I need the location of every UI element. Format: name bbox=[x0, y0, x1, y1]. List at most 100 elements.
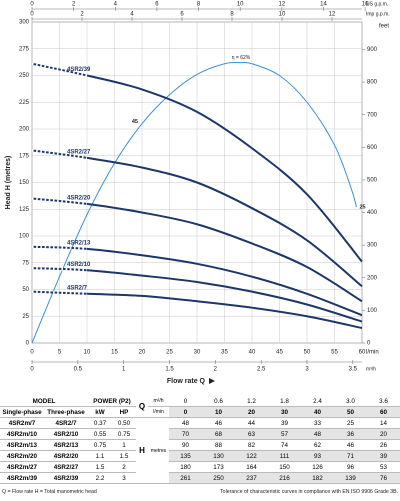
table-cell: 126 bbox=[301, 461, 334, 473]
table-cell: 20 bbox=[367, 428, 400, 440]
imp-gpm-tick-label: 0 bbox=[30, 12, 34, 18]
table-cell: 0 bbox=[169, 406, 202, 418]
table-cell: 36 bbox=[334, 428, 367, 440]
pump-curve bbox=[31, 197, 363, 303]
table-cell: 3.0 bbox=[334, 396, 367, 407]
table-cell: 130 bbox=[202, 450, 235, 462]
table-cell: Single-phase bbox=[0, 406, 44, 418]
table-cell: 70 bbox=[169, 428, 202, 440]
x-tick-label: 15 bbox=[111, 350, 118, 356]
x-tick-label: 0 bbox=[30, 350, 34, 356]
table-cell: 4SR2m/39 bbox=[0, 472, 44, 484]
dash-gap bbox=[31, 245, 88, 251]
pump-curve bbox=[31, 62, 363, 263]
table-cell: 10 bbox=[202, 406, 235, 418]
table-row: 4SR2m/13 4SR2/13 0.75 1 90 88 82 74 62 46 26 bbox=[0, 439, 400, 451]
table-cell: 68 bbox=[202, 428, 235, 440]
dash-gap bbox=[31, 197, 88, 206]
table-cell: 46 bbox=[334, 439, 367, 451]
curve-label: 4SR2/7 bbox=[67, 285, 88, 291]
table-cell: 139 bbox=[334, 472, 367, 484]
table-cell: 135 bbox=[169, 450, 202, 462]
table-cell: 76 bbox=[367, 472, 400, 484]
us-gpm-tick-label: 10 bbox=[237, 2, 244, 8]
m3h-tick-label: 0 bbox=[30, 367, 34, 373]
table-cell: 1.8 bbox=[268, 396, 301, 407]
table-cell: 1 bbox=[112, 439, 136, 451]
table-cell: 57 bbox=[268, 428, 301, 440]
table-cell: 180 bbox=[169, 461, 202, 473]
y-tick-label: 100 bbox=[19, 234, 30, 240]
x-tick-label: 50 bbox=[304, 350, 311, 356]
y2-tick-label: 900 bbox=[367, 47, 378, 53]
x-tick-label: 55 bbox=[331, 350, 338, 356]
y-tick-label: 25 bbox=[22, 314, 29, 320]
y-axis-title: Head H (metres) bbox=[5, 156, 12, 210]
efficiency-label: η = 62% bbox=[232, 55, 251, 61]
x-unit: l/min bbox=[366, 350, 379, 356]
y-tick-label: 250 bbox=[19, 73, 30, 79]
x-tick-label: 10 bbox=[84, 350, 91, 356]
x-tick-label: 35 bbox=[221, 350, 228, 356]
dash-gap bbox=[31, 290, 88, 296]
curve-label: 4SR2/10 bbox=[67, 262, 91, 268]
table-cell: 4SR2m/27 bbox=[0, 461, 44, 473]
y-tick-label: 225 bbox=[19, 100, 30, 106]
table-cell: 26 bbox=[367, 439, 400, 451]
table-cell: 0.37 bbox=[88, 417, 112, 429]
table-cell: 39 bbox=[367, 450, 400, 462]
table-cell: POWER (P2) bbox=[88, 396, 136, 407]
x-tick-label: 40 bbox=[249, 350, 256, 356]
table-cell: 2 bbox=[112, 461, 136, 473]
y2-tick-label: 700 bbox=[367, 112, 378, 118]
table-cell: 53 bbox=[367, 461, 400, 473]
dash-gap bbox=[31, 62, 88, 77]
table-cell: 14 bbox=[367, 417, 400, 429]
table-cell: 2.4 bbox=[301, 396, 334, 407]
footer-right: Tolerance of characteristic curves in co… bbox=[220, 489, 398, 495]
table-cell: 1.2 bbox=[235, 396, 268, 407]
x-tick-label: 45 bbox=[276, 350, 283, 356]
imp-gpm-tick-label: 2 bbox=[80, 12, 84, 18]
m3h-tick-label: 3.5 bbox=[349, 367, 358, 373]
y-tick-label: 0 bbox=[26, 341, 30, 347]
us-gpm-tick-label: 0 bbox=[30, 2, 34, 8]
efficiency-label: 25 bbox=[360, 205, 366, 211]
y-tick-label: 150 bbox=[19, 180, 30, 186]
table-cell: 4SR2/27 bbox=[44, 461, 88, 473]
table-cell: 4SR2/7 bbox=[44, 417, 88, 429]
curve-label: 4SR2/27 bbox=[67, 149, 91, 155]
table-cell: 261 bbox=[169, 472, 202, 484]
y2-tick-label: 200 bbox=[367, 275, 378, 281]
table-cell: 4SR2m/7 bbox=[0, 417, 44, 429]
table-cell: 216 bbox=[268, 472, 301, 484]
table-cell: 3 bbox=[112, 472, 136, 484]
table-cell: 4SR2m/10 bbox=[0, 428, 44, 440]
table-cell: 237 bbox=[235, 472, 268, 484]
curve-label: 4SR2/39 bbox=[67, 67, 91, 73]
table-cell: 62 bbox=[301, 439, 334, 451]
table-cell: 39 bbox=[268, 417, 301, 429]
efficiency-label: 45 bbox=[132, 119, 138, 125]
x-tick-label: 60 bbox=[359, 350, 366, 356]
table-row: 4SR2m/20 4SR2/20 1.1 1.5 135 130 122 111 93 71 39 bbox=[0, 450, 400, 462]
y2-tick-label: 100 bbox=[367, 308, 378, 314]
table-cell: 90 bbox=[169, 439, 202, 451]
table-cell: 88 bbox=[202, 439, 235, 451]
y-tick-label: 300 bbox=[19, 20, 30, 26]
m3h-tick-label: 0.5 bbox=[74, 367, 83, 373]
table-cell: 0 bbox=[169, 396, 202, 407]
y2-tick-label: 0 bbox=[367, 341, 371, 347]
table-cell: 111 bbox=[268, 450, 301, 462]
y-tick-label: 275 bbox=[19, 46, 30, 52]
table-cell: 71 bbox=[334, 450, 367, 462]
table-cell: metres bbox=[148, 417, 169, 484]
chart: 0255075100125150175200225250275300010020… bbox=[5, 1, 390, 385]
table-cell: 1.5 bbox=[112, 450, 136, 462]
table-cell: 2.2 bbox=[88, 472, 112, 484]
efficiency-curve bbox=[31, 61, 357, 344]
table-cell: 4SR2/13 bbox=[44, 439, 88, 451]
table-row: 4SR2m/27 4SR2/27 1.5 2 180 173 164 150 126 96 53 bbox=[0, 461, 400, 473]
table-cell: 3.6 bbox=[367, 396, 400, 407]
pump-curve bbox=[31, 149, 363, 288]
